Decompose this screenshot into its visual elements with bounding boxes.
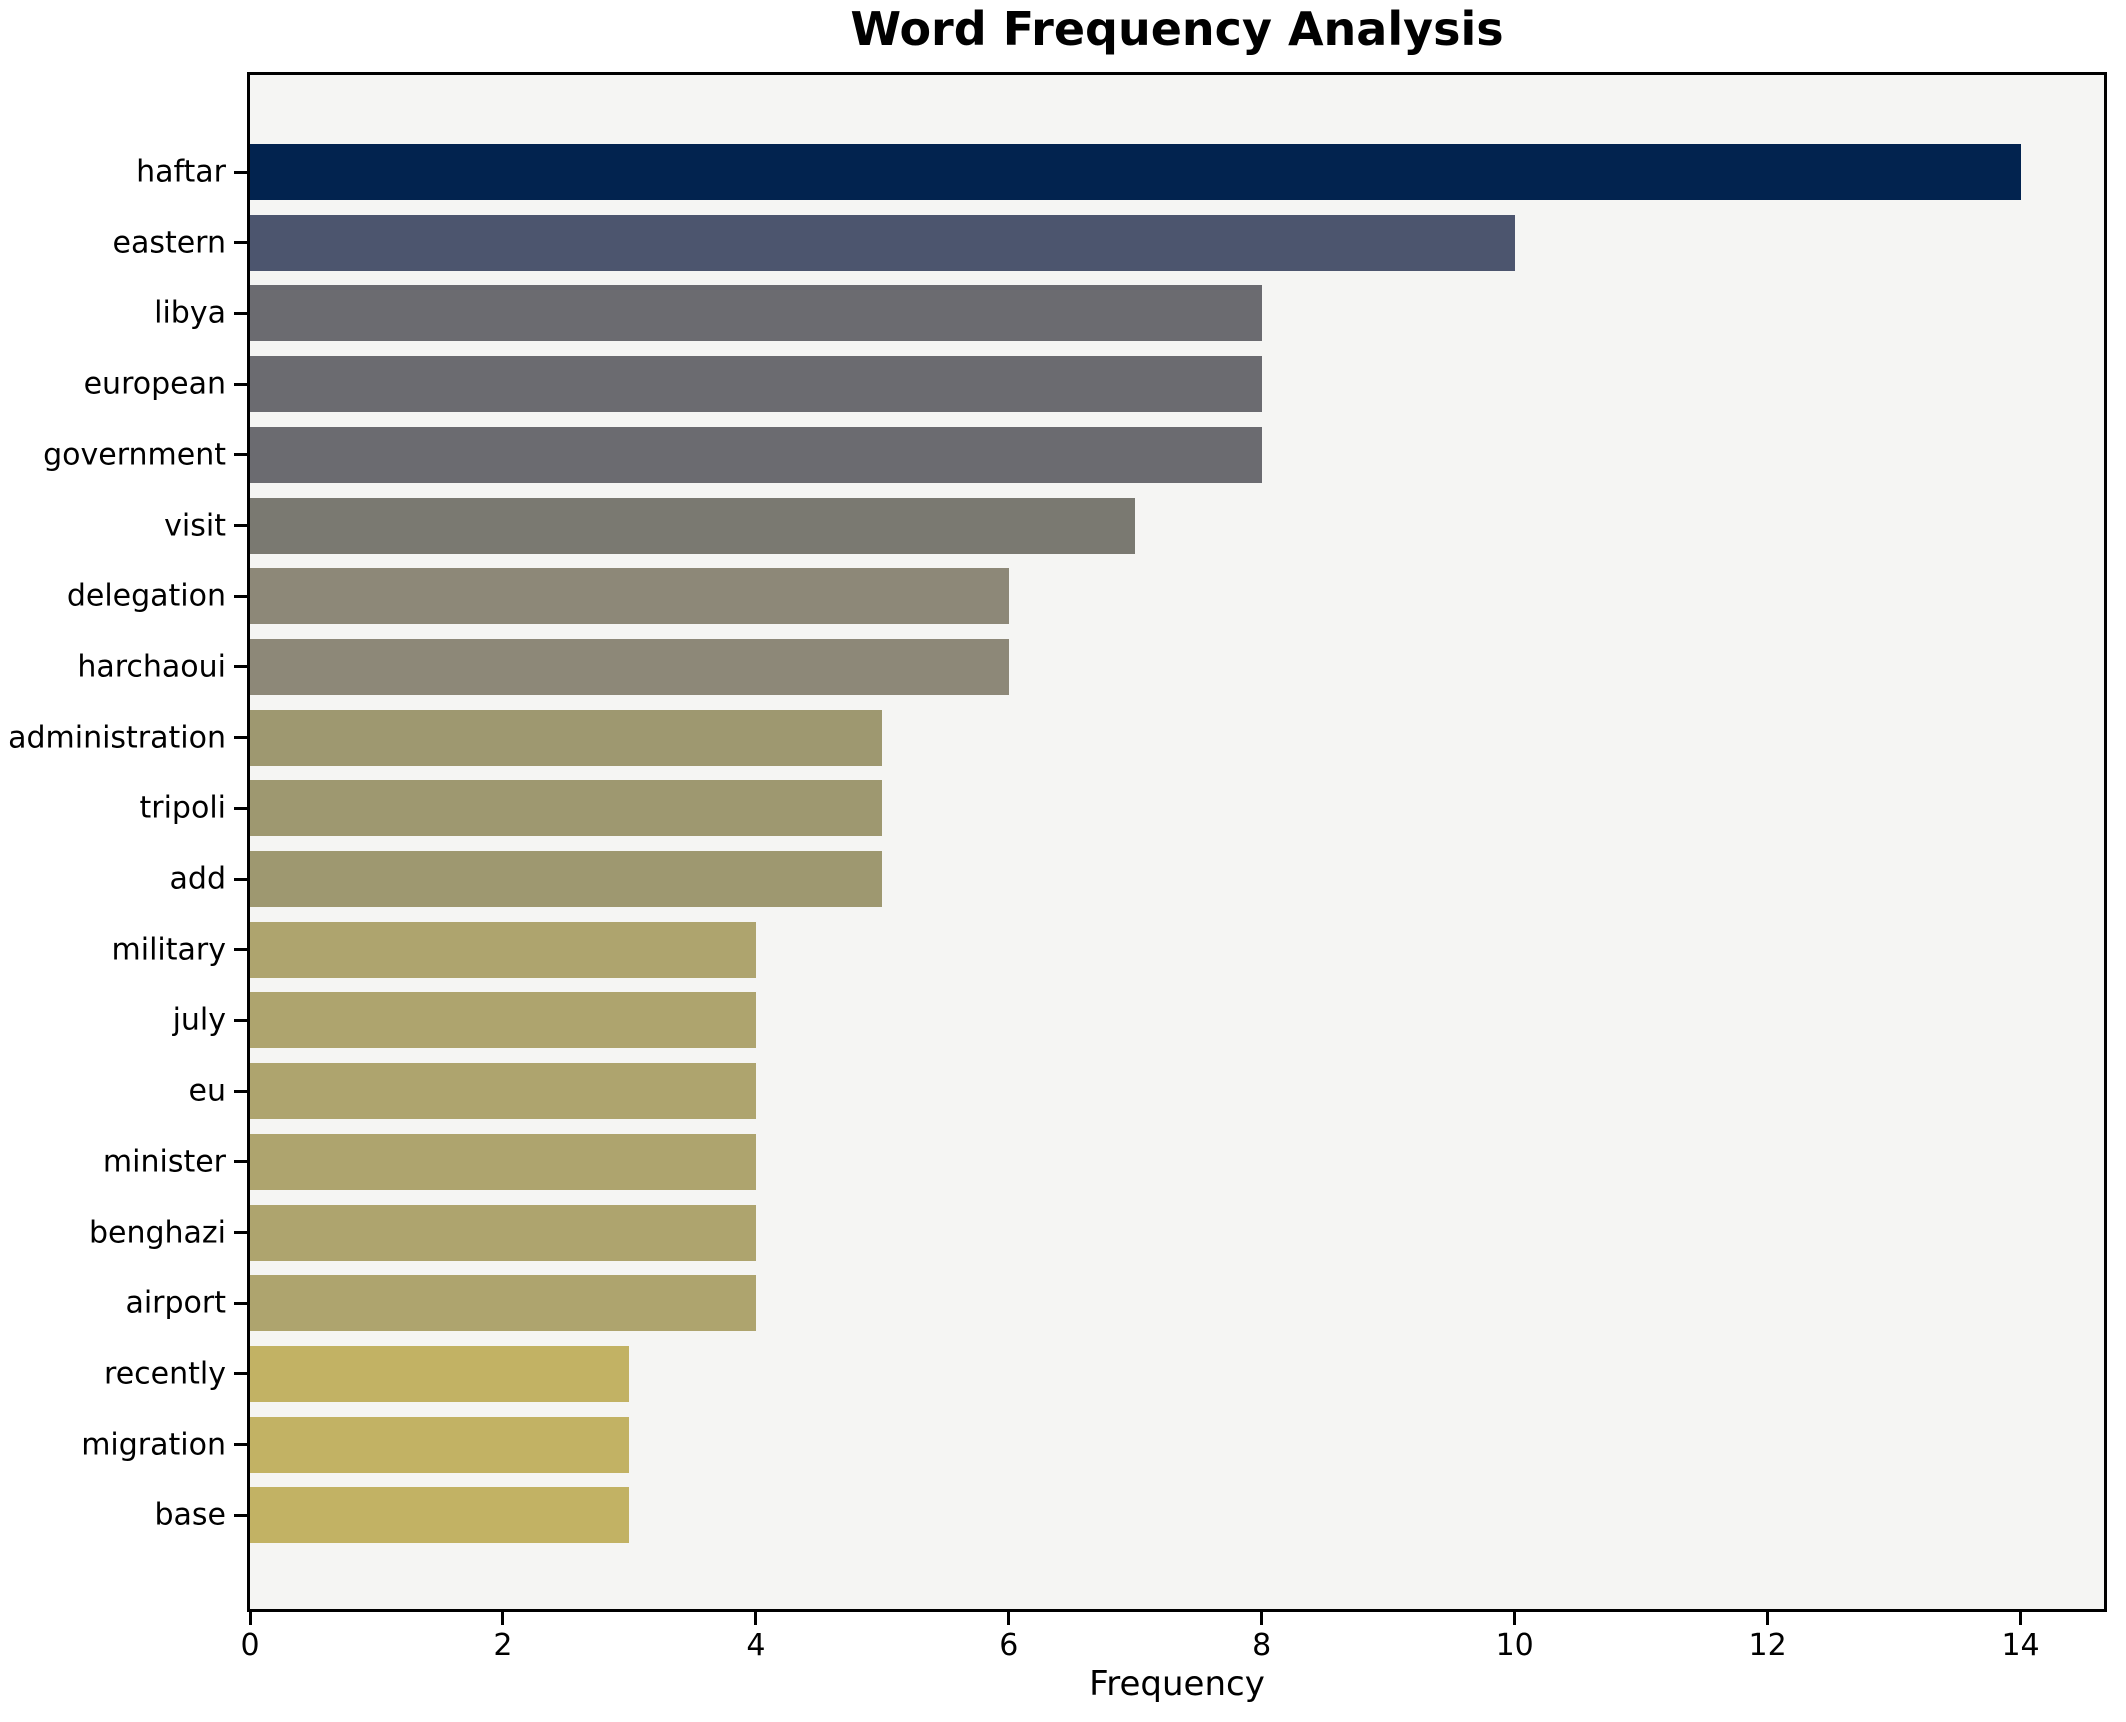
y-tick-mark xyxy=(234,806,247,810)
y-tick-label-european: european xyxy=(83,366,226,402)
y-tick-mark xyxy=(234,948,247,952)
bar-tripoli xyxy=(250,780,883,837)
y-tick-mark xyxy=(234,311,247,315)
bar-recently xyxy=(250,1345,630,1402)
x-tick-mark xyxy=(2019,1612,2023,1625)
y-tick-label-delegation: delegation xyxy=(66,578,226,614)
bar-add xyxy=(250,851,883,907)
plot-area xyxy=(247,72,2107,1612)
y-tick-label-benghazi: benghazi xyxy=(88,1215,226,1250)
y-tick-label-visit: visit xyxy=(164,508,226,543)
x-tick-mark xyxy=(1260,1612,1264,1625)
x-tick-mark xyxy=(1513,1612,1517,1625)
y-tick-mark xyxy=(234,1443,247,1447)
x-tick-mark xyxy=(1007,1612,1011,1625)
y-tick-label-eastern: eastern xyxy=(112,225,226,261)
bar-base xyxy=(250,1487,630,1544)
y-tick-label-libya: libya xyxy=(154,295,226,331)
bar-administration xyxy=(250,709,883,766)
y-tick-mark xyxy=(234,1160,247,1164)
bar-european xyxy=(250,356,1262,413)
y-tick-mark xyxy=(234,1231,247,1234)
y-tick-mark xyxy=(234,241,247,245)
x-tick-mark xyxy=(501,1612,505,1625)
y-tick-mark xyxy=(234,1089,247,1093)
x-tick-label-8: 8 xyxy=(1252,1628,1272,1663)
y-tick-mark xyxy=(234,1372,247,1376)
y-tick-label-add: add xyxy=(169,861,226,897)
y-tick-label-migration: migration xyxy=(81,1427,226,1463)
y-tick-label-minister: minister xyxy=(102,1144,226,1180)
y-tick-mark xyxy=(234,1513,247,1517)
bar-airport xyxy=(250,1275,756,1332)
x-tick-mark xyxy=(248,1612,252,1625)
bar-july xyxy=(250,992,756,1049)
x-tick-mark xyxy=(754,1612,758,1625)
y-tick-mark xyxy=(234,453,247,457)
chart-title: Word Frequency Analysis xyxy=(850,2,1504,56)
y-tick-mark xyxy=(234,382,247,386)
y-tick-mark xyxy=(234,665,247,669)
bar-eastern xyxy=(250,214,1515,271)
y-tick-label-eu: eu xyxy=(188,1073,226,1109)
bar-libya xyxy=(250,285,1262,342)
bar-eu xyxy=(250,1063,756,1120)
y-tick-label-base: base xyxy=(154,1497,226,1533)
x-tick-label-10: 10 xyxy=(1495,1628,1534,1663)
bar-benghazi xyxy=(250,1204,756,1261)
y-tick-mark xyxy=(234,170,247,174)
y-tick-mark xyxy=(234,736,247,740)
bar-visit xyxy=(250,497,1136,554)
y-tick-mark xyxy=(234,1301,247,1305)
y-tick-label-harchaoui: harchaoui xyxy=(77,649,226,685)
x-tick-label-6: 6 xyxy=(999,1628,1019,1663)
bar-minister xyxy=(250,1133,756,1190)
bar-government xyxy=(250,426,1262,483)
bar-migration xyxy=(250,1416,630,1473)
y-tick-label-recently: recently xyxy=(104,1356,226,1392)
y-tick-label-administration: administration xyxy=(8,720,226,756)
bar-haftar xyxy=(250,144,2021,200)
x-tick-label-14: 14 xyxy=(2001,1628,2040,1663)
y-tick-label-july: july xyxy=(172,1002,226,1038)
y-tick-label-military: military xyxy=(111,932,226,968)
x-tick-label-4: 4 xyxy=(746,1628,766,1663)
y-tick-mark xyxy=(234,877,247,881)
x-tick-label-12: 12 xyxy=(1748,1628,1787,1663)
x-tick-label-2: 2 xyxy=(493,1628,513,1663)
y-tick-mark xyxy=(234,1018,247,1022)
x-tick-label-0: 0 xyxy=(240,1628,260,1663)
y-tick-label-government: government xyxy=(43,437,226,473)
y-tick-label-haftar: haftar xyxy=(136,154,226,190)
bar-delegation xyxy=(250,568,1009,625)
y-tick-label-airport: airport xyxy=(125,1285,226,1321)
x-tick-mark xyxy=(1766,1612,1770,1625)
bar-harchaoui xyxy=(250,638,1009,695)
y-tick-label-tripoli: tripoli xyxy=(139,790,227,826)
bar-military xyxy=(250,921,756,978)
x-axis-label: Frequency xyxy=(1089,1664,1265,1704)
y-tick-mark xyxy=(234,594,247,598)
y-tick-mark xyxy=(234,524,247,527)
